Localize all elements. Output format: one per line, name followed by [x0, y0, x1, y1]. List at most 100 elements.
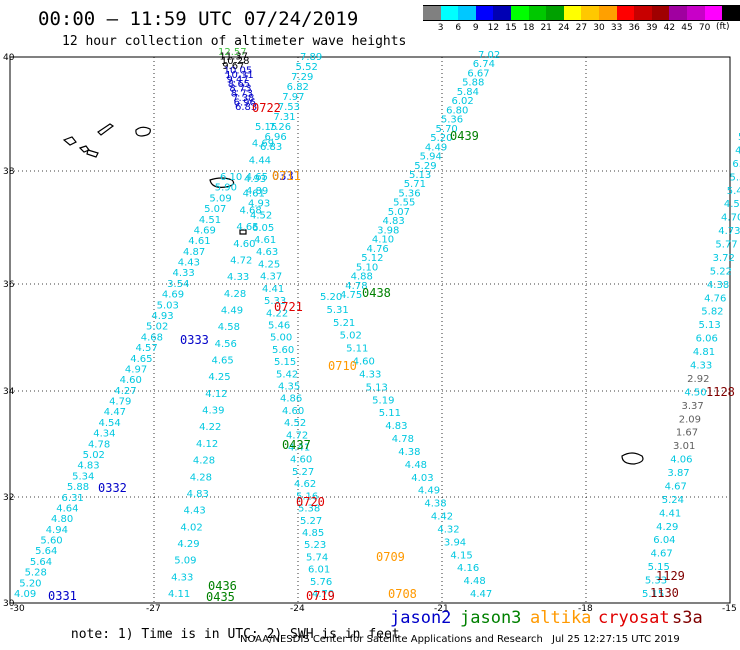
swh-value: 5.33	[645, 576, 667, 587]
swh-value: 4.25	[208, 372, 230, 383]
swh-value: 4.22	[199, 422, 221, 433]
colorbar-label: 6	[455, 23, 462, 33]
swh-value: 4.43	[178, 258, 200, 269]
pass-time-label: 0438	[362, 286, 391, 300]
swh-value: 4.47	[104, 407, 126, 418]
swh-value: 3.37	[682, 401, 704, 412]
pass-time-label: 0437	[282, 438, 311, 452]
swh-value: 5.33	[264, 296, 286, 307]
colorbar-swatch	[440, 5, 459, 21]
pass-time-label: 0710	[328, 359, 357, 373]
swh-value: 10.31	[225, 70, 254, 81]
swh-value: 4.79	[109, 397, 131, 408]
swh-value: 5.13	[366, 382, 388, 393]
colorbar	[423, 5, 740, 21]
swh-value: 5.15	[642, 589, 664, 600]
swh-value: 5.27	[300, 516, 322, 527]
colorbar-label: 21	[540, 23, 552, 33]
swh-value: 5.07	[204, 204, 226, 215]
swh-value: 4.41	[262, 284, 284, 295]
swh-value: 5.71	[404, 179, 426, 190]
colorbar-swatch	[581, 5, 599, 21]
pass-time-label: 0721	[274, 300, 303, 314]
swh-value: 4.52	[284, 418, 306, 429]
swh-value: 5.64	[35, 546, 57, 557]
swh-value: 4.28	[190, 472, 212, 483]
swh-value: 4.42	[431, 512, 453, 523]
lon-tick-label: -15	[722, 604, 737, 614]
swh-value: 5.20	[430, 133, 452, 144]
swh-value: 5.02	[83, 450, 105, 461]
swh-value: 5.31	[327, 305, 349, 316]
swh-value: 5.77	[715, 240, 737, 251]
colorbar-label: 24	[558, 23, 570, 33]
colorbar-label: 70	[698, 23, 711, 33]
swh-value: 4.70	[312, 589, 334, 600]
swh-value: 5.16	[296, 491, 318, 502]
swh-value: 4.67	[650, 549, 672, 560]
pass-time-label: 0711	[272, 169, 301, 183]
colorbar-label: 9	[472, 23, 479, 33]
generated-timestamp: Jul 25 12:27:15 UTC 2019	[552, 634, 680, 645]
legend-jason3: jason3	[460, 608, 522, 628]
colorbar-label: 12	[487, 23, 500, 33]
swh-value: 4.83	[77, 461, 99, 472]
pass-time-label: 0722	[252, 101, 281, 115]
swh-value: 4.49	[425, 142, 447, 153]
footer-note: note: 1) Time is in UTC; 2) SWH is in fe…	[70, 627, 400, 642]
swh-value: 1.67	[676, 428, 698, 439]
pass-time-label: 0436	[208, 579, 237, 593]
swh-value: 4.48	[463, 576, 485, 587]
swh-value: 4.76	[704, 293, 726, 304]
swh-value: 4.93	[244, 174, 266, 185]
pass-time-label: 0709	[376, 550, 405, 564]
swh-value: 4.28	[224, 289, 246, 300]
swh-value: 4.32	[437, 524, 459, 535]
pass-time-label: 0708	[388, 587, 417, 601]
swh-value: 4.88	[351, 272, 373, 283]
colorbar-swatch	[423, 5, 441, 21]
swh-value: 4.09	[14, 589, 36, 600]
legend-altika: altika	[530, 608, 592, 628]
colorbar-label: 3	[437, 23, 444, 33]
swh-value: 2.09	[679, 414, 701, 425]
colorbar-swatch	[493, 5, 511, 21]
swh-value: 5.13	[698, 320, 720, 331]
swh-value: 4.33	[227, 272, 249, 283]
swh-value: 4.33	[172, 268, 194, 279]
swh-value: 4.72	[286, 430, 308, 441]
swh-value: 4.76	[367, 244, 389, 255]
colorbar-label: 45	[681, 23, 693, 33]
swh-value: 7.53	[278, 102, 300, 113]
pass-time-label: 0719	[306, 589, 335, 603]
swh-value: 4.65	[130, 354, 152, 365]
swh-value: 4.10	[372, 235, 394, 246]
colorbar-label: 15	[505, 23, 517, 33]
swh-value: 5.27	[292, 467, 314, 478]
swh-value: 4.12	[205, 389, 227, 400]
swh-value: 5.46	[268, 320, 290, 331]
lon-tick-label: -30	[10, 604, 25, 614]
swh-value: 10.05	[224, 65, 253, 76]
swh-value: 4.39	[202, 406, 224, 417]
swh-value: 8.65	[228, 79, 250, 90]
colorbar-swatch	[528, 5, 547, 21]
swh-value: 4.38	[707, 280, 729, 291]
colorbar-swatch	[686, 5, 705, 21]
swh-value: 4.83	[187, 489, 209, 500]
swh-value: 7.02	[478, 50, 500, 61]
swh-value: 4.49	[221, 305, 243, 316]
lat-tick-label: 36	[3, 280, 15, 290]
swh-value: 6.10	[220, 172, 242, 183]
swh-value: 4.50	[684, 387, 706, 398]
swh-value: 6.05	[252, 223, 274, 234]
swh-value: 4.60	[233, 239, 255, 250]
swh-value: 4.61	[188, 236, 210, 247]
colorbar-swatch	[458, 5, 476, 21]
swh-value: 7.31	[273, 112, 295, 123]
lat-tick-label: 40	[3, 53, 15, 63]
swh-value: 4.81	[693, 347, 715, 358]
swh-value: 4.83	[385, 421, 407, 432]
swh-value: 5	[738, 132, 740, 143]
swh-value: 4.67	[665, 481, 687, 492]
